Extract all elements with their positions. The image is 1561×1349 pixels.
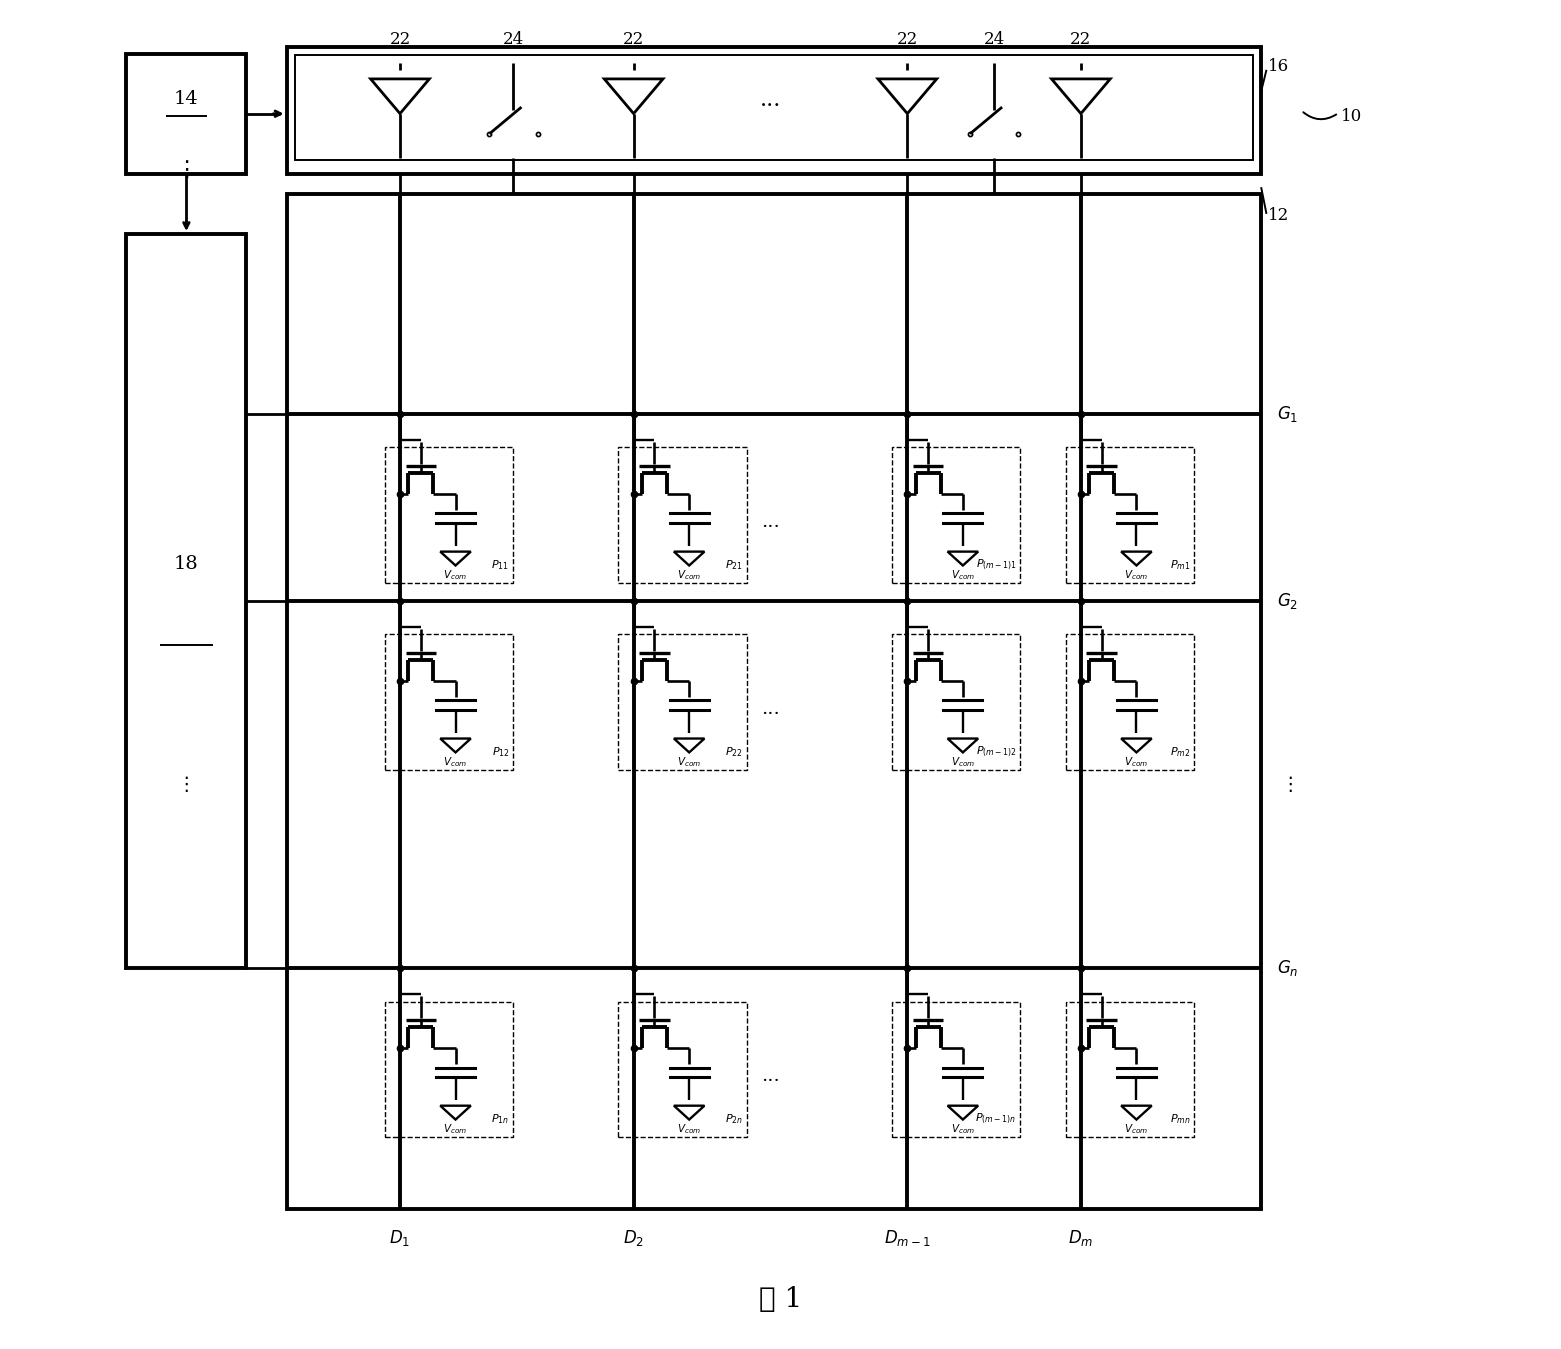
- Bar: [287, 194, 1261, 1209]
- Text: $P_{m2}$: $P_{m2}$: [1169, 745, 1189, 759]
- Text: 22: 22: [896, 31, 918, 49]
- Text: $D_m$: $D_m$: [1068, 1228, 1094, 1248]
- Text: 18: 18: [173, 556, 198, 573]
- Text: $P_{2n}$: $P_{2n}$: [724, 1113, 743, 1126]
- Bar: [295, 55, 1253, 161]
- Bar: [618, 634, 746, 770]
- Text: $P_{(m-1)2}$: $P_{(m-1)2}$: [976, 745, 1016, 759]
- Text: ...: ...: [760, 89, 780, 111]
- Text: $V_{com}$: $V_{com}$: [1124, 1122, 1149, 1136]
- Text: ⋮: ⋮: [1072, 776, 1090, 793]
- Text: $P_{11}$: $P_{11}$: [492, 558, 509, 572]
- Text: $G_2$: $G_2$: [1277, 591, 1299, 611]
- Bar: [1066, 1001, 1194, 1137]
- Text: $D_1$: $D_1$: [389, 1228, 411, 1248]
- Text: $V_{com}$: $V_{com}$: [443, 568, 468, 581]
- Text: 22: 22: [623, 31, 645, 49]
- Text: $V_{com}$: $V_{com}$: [677, 755, 701, 769]
- Text: $V_{com}$: $V_{com}$: [951, 1122, 976, 1136]
- Text: 22: 22: [1071, 31, 1091, 49]
- Text: $G_1$: $G_1$: [1277, 405, 1299, 424]
- Text: $V_{com}$: $V_{com}$: [1124, 568, 1149, 581]
- Text: $P_{m1}$: $P_{m1}$: [1169, 558, 1189, 572]
- Bar: [618, 1001, 746, 1137]
- Text: ⋮: ⋮: [176, 776, 197, 795]
- Text: $P_{(m-1)n}$: $P_{(m-1)n}$: [976, 1112, 1016, 1126]
- Text: $P_{21}$: $P_{21}$: [724, 558, 743, 572]
- Text: ...: ...: [762, 1067, 780, 1085]
- Text: ⋮: ⋮: [175, 161, 198, 181]
- Text: 22: 22: [389, 31, 411, 49]
- Text: $V_{com}$: $V_{com}$: [677, 1122, 701, 1136]
- Text: $P_{12}$: $P_{12}$: [492, 745, 509, 759]
- Bar: [126, 54, 247, 174]
- Bar: [384, 634, 514, 770]
- Text: $P_{22}$: $P_{22}$: [726, 745, 743, 759]
- Text: 14: 14: [173, 90, 198, 108]
- Text: ⋮: ⋮: [390, 776, 409, 793]
- Text: $V_{com}$: $V_{com}$: [677, 568, 701, 581]
- Text: $P_{1n}$: $P_{1n}$: [492, 1113, 509, 1126]
- Bar: [891, 448, 1021, 583]
- Text: ⋮: ⋮: [1280, 776, 1300, 795]
- Text: 24: 24: [503, 31, 524, 49]
- Text: $D_2$: $D_2$: [623, 1228, 645, 1248]
- Text: $V_{com}$: $V_{com}$: [951, 568, 976, 581]
- Text: $D_{m-1}$: $D_{m-1}$: [884, 1228, 930, 1248]
- Bar: [384, 1001, 514, 1137]
- Bar: [384, 448, 514, 583]
- Bar: [891, 634, 1021, 770]
- Text: 图 1: 图 1: [759, 1286, 802, 1313]
- Bar: [1066, 634, 1194, 770]
- Text: 16: 16: [1268, 58, 1289, 74]
- Text: $G_n$: $G_n$: [1277, 958, 1299, 978]
- Bar: [126, 233, 247, 969]
- Text: $V_{com}$: $V_{com}$: [443, 1122, 468, 1136]
- Bar: [1066, 448, 1194, 583]
- Text: $V_{com}$: $V_{com}$: [443, 755, 468, 769]
- Text: $V_{com}$: $V_{com}$: [951, 755, 976, 769]
- Bar: [618, 448, 746, 583]
- Text: ...: ...: [762, 513, 780, 530]
- Text: 24: 24: [983, 31, 1005, 49]
- Text: ⋮: ⋮: [624, 776, 643, 793]
- Bar: [891, 1001, 1021, 1137]
- Text: $P_{(m-1)1}$: $P_{(m-1)1}$: [976, 557, 1016, 572]
- Text: 12: 12: [1268, 208, 1289, 224]
- Text: ...: ...: [762, 700, 780, 718]
- Bar: [287, 47, 1261, 174]
- Text: $V_{com}$: $V_{com}$: [1124, 755, 1149, 769]
- Text: ⋮: ⋮: [898, 776, 916, 793]
- Text: 10: 10: [1341, 108, 1363, 125]
- Text: $P_{mn}$: $P_{mn}$: [1169, 1113, 1189, 1126]
